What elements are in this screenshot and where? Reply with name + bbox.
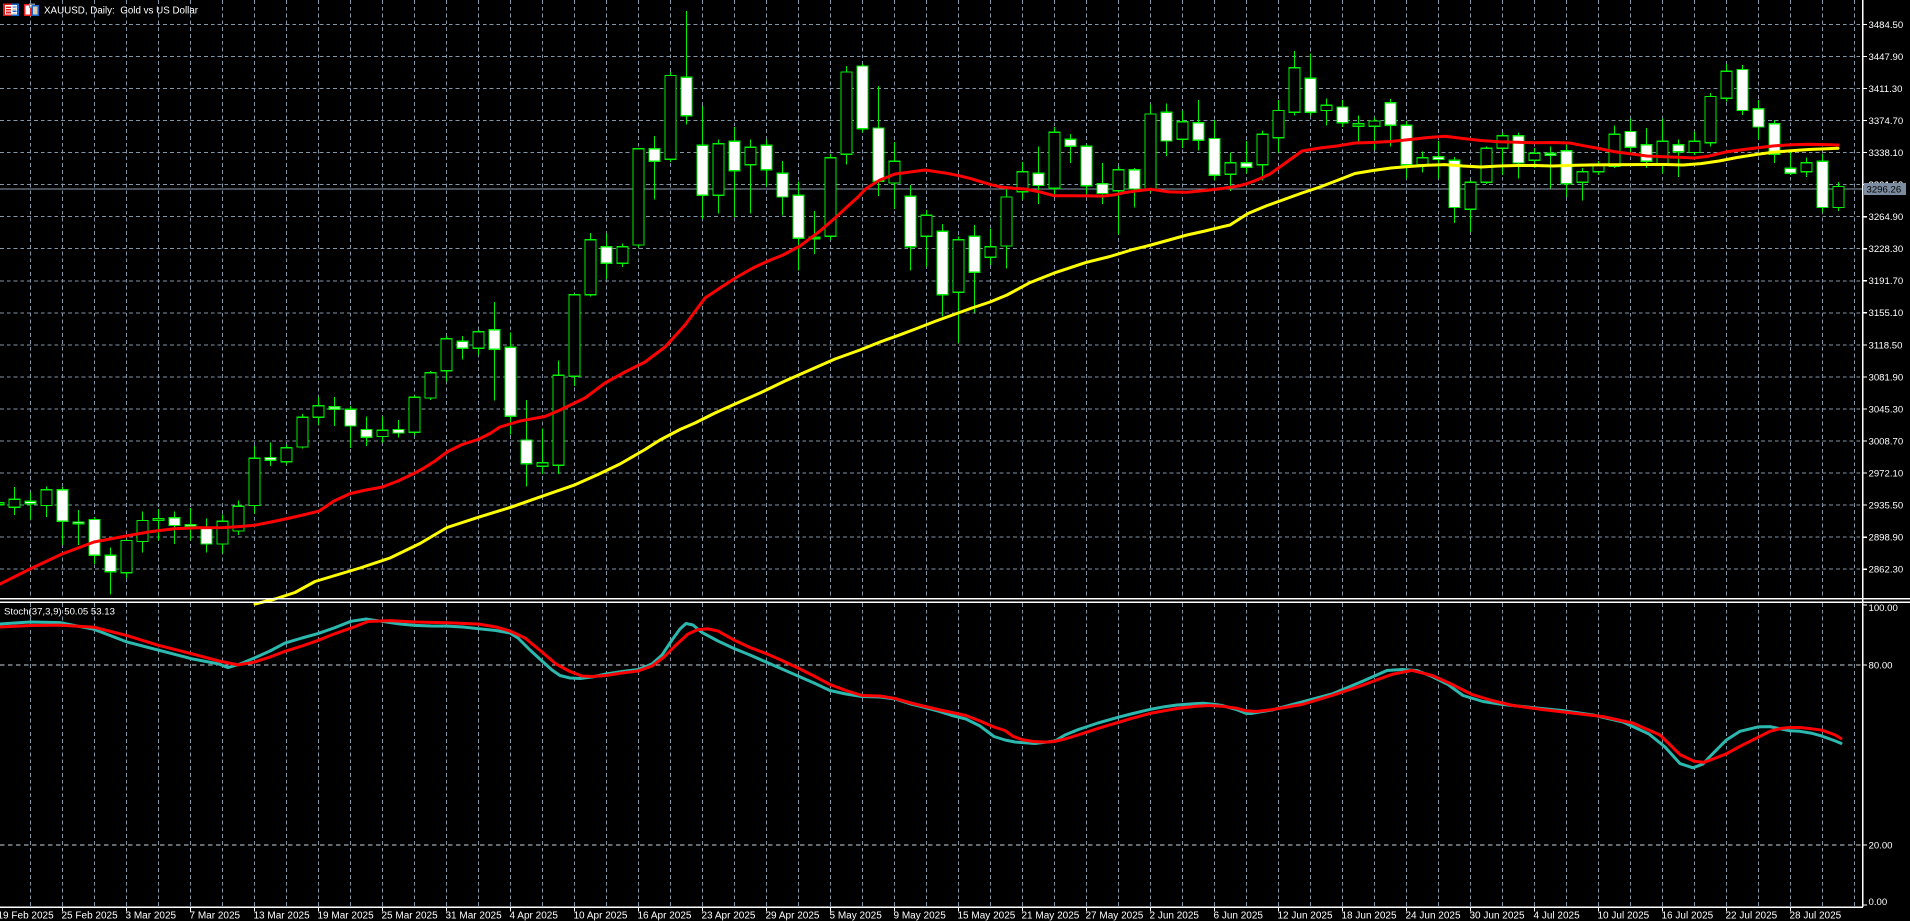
svg-text:2898.90: 2898.90 bbox=[1869, 533, 1904, 544]
svg-text:3484.50: 3484.50 bbox=[1869, 20, 1904, 31]
svg-text:80.00: 80.00 bbox=[1869, 660, 1893, 671]
svg-text:3447.90: 3447.90 bbox=[1869, 52, 1904, 63]
svg-text:6 Jun 2025: 6 Jun 2025 bbox=[1214, 911, 1264, 921]
svg-text:15 May 2025: 15 May 2025 bbox=[958, 911, 1016, 921]
svg-text:29 Apr 2025: 29 Apr 2025 bbox=[766, 911, 820, 921]
svg-text:3045.30: 3045.30 bbox=[1869, 404, 1904, 415]
svg-text:3191.70: 3191.70 bbox=[1869, 276, 1904, 287]
svg-text:7 Mar 2025: 7 Mar 2025 bbox=[190, 911, 241, 921]
svg-text:23 Apr 2025: 23 Apr 2025 bbox=[702, 911, 756, 921]
svg-text:19 Mar 2025: 19 Mar 2025 bbox=[318, 911, 375, 921]
svg-text:3008.70: 3008.70 bbox=[1869, 436, 1904, 447]
svg-text:31 Mar 2025: 31 Mar 2025 bbox=[446, 911, 503, 921]
svg-text:10 Jul 2025: 10 Jul 2025 bbox=[1598, 911, 1650, 921]
svg-text:25 Feb 2025: 25 Feb 2025 bbox=[62, 911, 119, 921]
svg-text:100.00: 100.00 bbox=[1869, 603, 1898, 614]
svg-text:3228.30: 3228.30 bbox=[1869, 244, 1904, 255]
svg-text:30 Jun 2025: 30 Jun 2025 bbox=[1470, 911, 1525, 921]
svg-text:4 Apr 2025: 4 Apr 2025 bbox=[510, 911, 559, 921]
svg-text:3155.10: 3155.10 bbox=[1869, 308, 1904, 319]
svg-text:2935.50: 2935.50 bbox=[1869, 501, 1904, 512]
svg-text:21 May 2025: 21 May 2025 bbox=[1022, 911, 1080, 921]
svg-text:28 Jul 2025: 28 Jul 2025 bbox=[1790, 911, 1842, 921]
svg-text:2 Jun 2025: 2 Jun 2025 bbox=[1150, 911, 1200, 921]
svg-text:24 Jun 2025: 24 Jun 2025 bbox=[1406, 911, 1461, 921]
svg-text:4 Jul 2025: 4 Jul 2025 bbox=[1534, 911, 1581, 921]
svg-text:18 Jun 2025: 18 Jun 2025 bbox=[1342, 911, 1397, 921]
svg-text:20.00: 20.00 bbox=[1869, 840, 1893, 851]
svg-text:27 May 2025: 27 May 2025 bbox=[1086, 911, 1144, 921]
svg-text:12 Jun 2025: 12 Jun 2025 bbox=[1278, 911, 1333, 921]
svg-text:Stoch(37,3,9) 50.05 53.13: Stoch(37,3,9) 50.05 53.13 bbox=[4, 607, 115, 618]
svg-text:3118.50: 3118.50 bbox=[1869, 340, 1903, 351]
svg-text:XAUUSD, Daily: Gold vs US Dol: XAUUSD, Daily: Gold vs US Dollar bbox=[44, 5, 199, 16]
svg-text:2972.10: 2972.10 bbox=[1869, 469, 1904, 480]
svg-text:3374.70: 3374.70 bbox=[1869, 116, 1904, 127]
svg-text:3081.90: 3081.90 bbox=[1869, 372, 1904, 383]
svg-text:13 Mar 2025: 13 Mar 2025 bbox=[254, 911, 311, 921]
svg-text:3264.90: 3264.90 bbox=[1869, 212, 1904, 223]
svg-text:10 Apr 2025: 10 Apr 2025 bbox=[574, 911, 628, 921]
svg-text:2862.30: 2862.30 bbox=[1869, 565, 1904, 576]
svg-text:5 May 2025: 5 May 2025 bbox=[830, 911, 883, 921]
svg-text:3411.30: 3411.30 bbox=[1869, 84, 1903, 95]
svg-text:22 Jul 2025: 22 Jul 2025 bbox=[1726, 911, 1778, 921]
svg-text:16 Jul 2025: 16 Jul 2025 bbox=[1662, 911, 1714, 921]
svg-text:0.00: 0.00 bbox=[1869, 897, 1888, 908]
svg-text:3296.26: 3296.26 bbox=[1867, 185, 1902, 196]
svg-text:19 Feb 2025: 19 Feb 2025 bbox=[0, 911, 54, 921]
svg-text:3338.10: 3338.10 bbox=[1869, 148, 1904, 159]
svg-text:25 Mar 2025: 25 Mar 2025 bbox=[382, 911, 439, 921]
svg-text:16 Apr 2025: 16 Apr 2025 bbox=[638, 911, 692, 921]
svg-text:9 May 2025: 9 May 2025 bbox=[894, 911, 947, 921]
svg-text:3 Mar 2025: 3 Mar 2025 bbox=[126, 911, 177, 921]
